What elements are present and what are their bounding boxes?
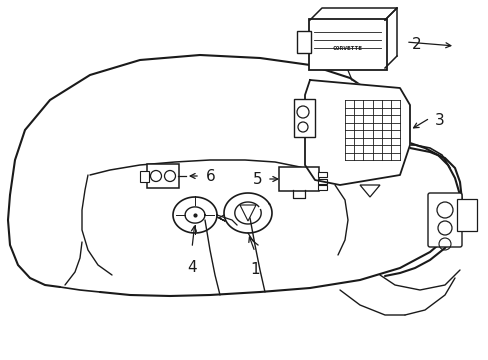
FancyBboxPatch shape	[279, 167, 318, 191]
FancyBboxPatch shape	[139, 171, 148, 181]
FancyBboxPatch shape	[317, 171, 326, 176]
Text: 3: 3	[434, 113, 444, 127]
Polygon shape	[305, 80, 409, 185]
Text: 4: 4	[187, 260, 196, 275]
Text: 6: 6	[205, 168, 215, 184]
FancyBboxPatch shape	[456, 199, 476, 231]
FancyBboxPatch shape	[308, 18, 386, 69]
FancyBboxPatch shape	[317, 179, 326, 184]
FancyBboxPatch shape	[293, 99, 314, 136]
Text: 5: 5	[252, 171, 262, 186]
FancyBboxPatch shape	[296, 31, 310, 53]
FancyBboxPatch shape	[147, 164, 179, 188]
Text: 2: 2	[411, 36, 421, 51]
Text: 1: 1	[250, 262, 259, 277]
Text: CORVETTE: CORVETTE	[332, 45, 362, 50]
FancyBboxPatch shape	[317, 185, 326, 189]
FancyBboxPatch shape	[427, 193, 461, 247]
